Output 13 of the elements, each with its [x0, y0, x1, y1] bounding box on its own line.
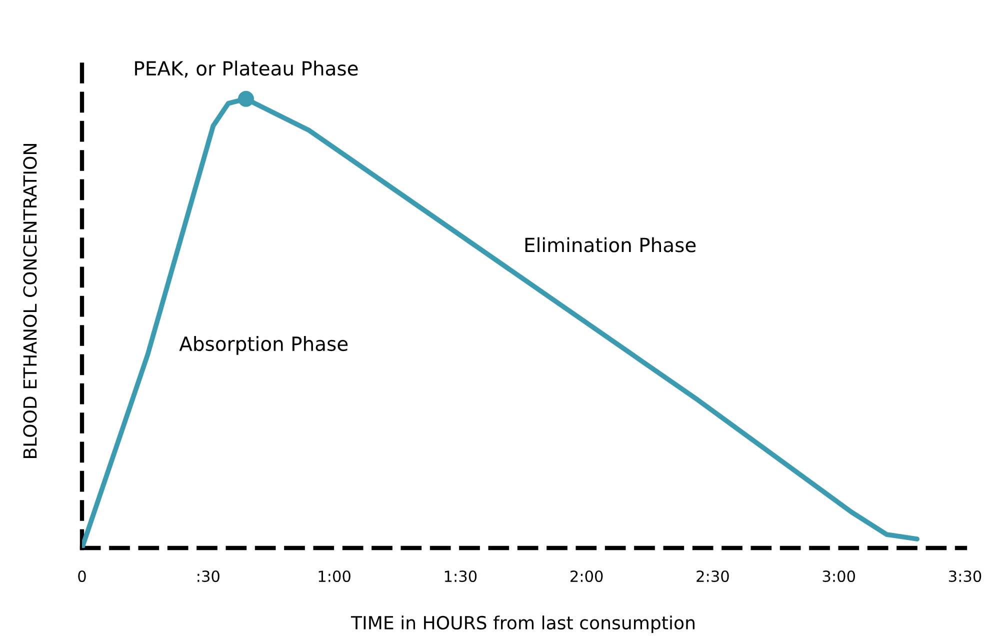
y-axis-title: BLOOD ETHANOL CONCENTRATION [23, 144, 37, 458]
x-tick-label: 0 [78, 570, 86, 582]
x-tick-label: 3:00 [822, 570, 855, 582]
x-tick-label: :30 [198, 570, 220, 582]
x-tick-label: 3:30 [949, 570, 982, 582]
x-tick-label: 1:00 [318, 570, 350, 582]
x-tick-label: 2:00 [570, 570, 603, 582]
annotation: Elimination Phase [525, 237, 696, 252]
x-tick-label: 2:30 [696, 570, 729, 582]
x-axis-title: TIME in HOURS from last consumption [350, 616, 694, 634]
x-tick-label: 1:30 [444, 570, 477, 582]
annotation: PEAK, or Plateau Phase [135, 60, 358, 78]
annotation: Absorption Phase [179, 336, 348, 355]
